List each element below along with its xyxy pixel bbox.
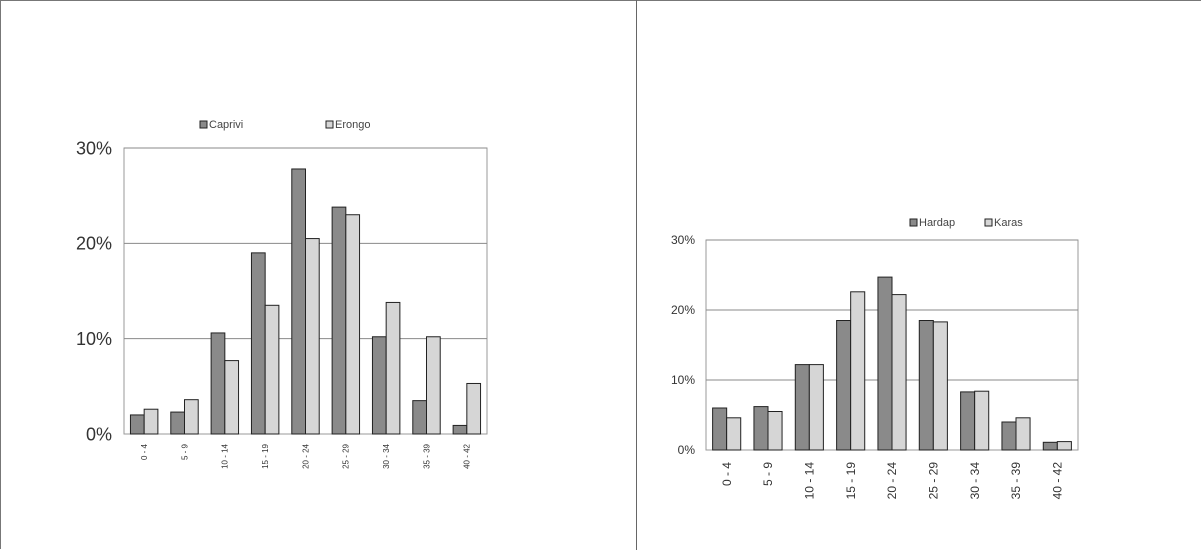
x-tick-label: 20 - 24 [301,443,310,468]
bar-hardap-2 [753,406,769,451]
bar-hardap-8 [1001,421,1017,451]
legend-label-hardap: Hardap [919,217,955,229]
bar-karas-6 [932,321,948,451]
y-tick-label: 0% [86,424,112,444]
y-tick-label: 20% [671,303,695,317]
y-tick-label: 10% [76,329,112,349]
panel-divider [636,0,637,550]
legend-swatch-hardap [909,218,918,227]
bar-caprivi-8 [412,400,427,435]
bar-erongo-9 [466,382,482,435]
legend-swatch-karas [984,218,993,227]
bar-erongo-5 [305,238,320,435]
bar-erongo-1 [143,408,159,435]
x-tick-label: 10 - 14 [221,443,230,468]
legend-swatch-caprivi [199,120,208,129]
x-tick-label: 15 - 19 [261,443,270,468]
bar-erongo-8 [426,336,441,435]
x-tick-label: 25 - 29 [342,443,351,468]
legend-label-erongo: Erongo [335,119,370,131]
x-tick-label: 0 - 4 [140,443,149,460]
bar-karas-4 [850,291,866,451]
x-tick-label: 10 - 14 [803,462,817,500]
bar-caprivi-3 [210,332,226,435]
bar-karas-1 [726,417,742,451]
y-tick-label: 20% [76,234,112,254]
bar-hardap-3 [794,364,810,451]
bar-hardap-6 [918,320,934,451]
x-tick-label: 25 - 29 [927,462,941,500]
bar-karas-8 [1015,417,1031,451]
bar-caprivi-9 [452,424,468,435]
bar-hardap-7 [960,391,976,451]
bar-caprivi-6 [331,206,347,435]
chart-2: 0% 10% 20% 30% 0 - 4 5 - 9 10 - 14 15 - 19 20 - … [671,217,1079,500]
x-tick-label: 35 - 39 [422,443,431,468]
bar-hardap-1 [712,407,728,451]
x-tick-label: 30 - 34 [968,462,982,500]
legend-label-karas: Karas [994,217,1023,229]
bar-caprivi-1 [129,414,145,435]
bar-erongo-2 [184,399,199,435]
bar-hardap-9 [1042,441,1058,451]
bar-erongo-7 [385,301,401,435]
x-tick-label: 30 - 34 [382,443,391,468]
bar-caprivi-2 [170,411,185,435]
x-tick-label: 5 - 9 [761,462,775,486]
legend-swatch-erongo [325,120,334,129]
bar-karas-5 [891,294,907,451]
bar-erongo-3 [224,360,240,435]
x-tick-label: 40 - 42 [1051,462,1065,500]
bar-caprivi-7 [371,336,387,435]
bar-karas-9 [1056,441,1072,451]
x-tick-label: 20 - 24 [885,462,899,500]
bar-caprivi-5 [291,168,306,435]
legend-label-caprivi: Caprivi [209,119,243,131]
y-tick-label: 0% [678,443,696,457]
bar-karas-2 [767,411,783,451]
x-tick-label: 40 - 42 [463,443,472,468]
bar-caprivi-4 [250,252,266,435]
x-tick-label: 5 - 9 [180,443,189,460]
bar-erongo-6 [345,214,361,435]
x-tick-label: 15 - 19 [844,462,858,500]
y-tick-label: 30% [671,233,695,247]
bar-karas-3 [808,364,824,451]
bar-hardap-4 [836,320,852,451]
bar-karas-7 [974,390,990,451]
bar-erongo-4 [264,304,280,435]
chart-1: 0% 10% 20% 30% 0 - 4 5 - 9 10 - 14 15 - 19 20 - … [76,119,488,469]
y-tick-label: 30% [76,138,112,158]
bar-hardap-5 [877,276,893,451]
y-tick-label: 10% [671,373,695,387]
x-tick-label: 0 - 4 [720,462,734,486]
x-tick-label: 35 - 39 [1009,462,1023,500]
